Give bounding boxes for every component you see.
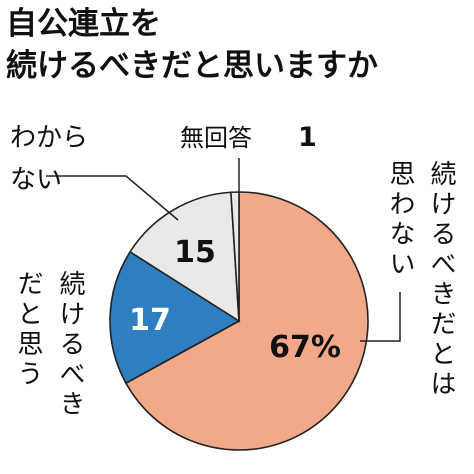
leader-line-not-continue [360,292,401,342]
category-value-no-answer: 1 [298,122,317,153]
value-label-continue: 17 [129,303,171,338]
pie-slices [109,191,369,451]
category-label-dont-know-line-2: ない [10,165,62,195]
slice-dont-know [128,191,240,323]
value-label-not-continue: 67% [269,330,341,365]
category-label-continue-col-2: だと思う [13,270,43,390]
category-label-no-answer: 無回答 [180,124,252,152]
chart-title-line-1: 自公連立を [6,6,161,42]
slice-not-continue [124,191,369,451]
category-label-continue-col-1: 続けるべき [55,270,85,420]
value-label-dont-know: 15 [174,235,216,270]
category-label-dont-know-line-1: わから [10,123,88,153]
slice-continue [109,250,241,385]
category-label-not-continue-col-1: 続けるべきだとは [426,160,456,400]
chart-title-line-2: 続けるべきだと思いますか [6,48,378,84]
category-label-not-continue-col-2: 思わない [385,160,415,280]
leader-lines [46,158,401,342]
leader-line-dont-know [46,175,179,221]
